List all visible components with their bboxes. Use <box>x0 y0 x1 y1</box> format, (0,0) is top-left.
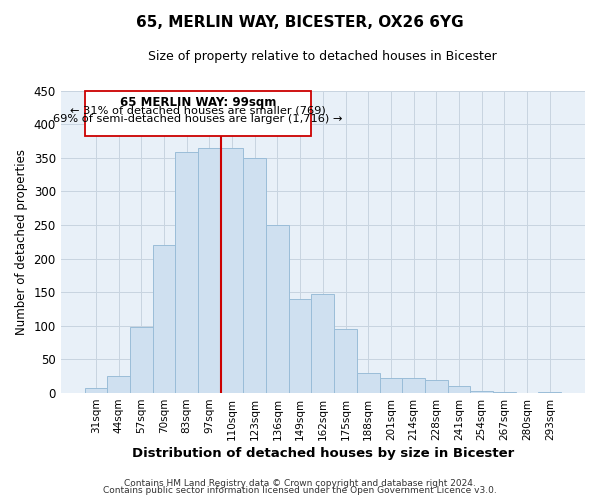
Text: Contains public sector information licensed under the Open Government Licence v3: Contains public sector information licen… <box>103 486 497 495</box>
Text: 69% of semi-detached houses are larger (1,716) →: 69% of semi-detached houses are larger (… <box>53 114 343 124</box>
Bar <box>289 299 311 393</box>
Text: ← 31% of detached houses are smaller (769): ← 31% of detached houses are smaller (76… <box>70 106 326 116</box>
Title: Size of property relative to detached houses in Bicester: Size of property relative to detached ho… <box>148 50 497 63</box>
Bar <box>538 392 561 393</box>
Bar <box>221 148 244 393</box>
Bar <box>425 380 448 393</box>
Bar <box>175 152 198 393</box>
Text: 65, MERLIN WAY, BICESTER, OX26 6YG: 65, MERLIN WAY, BICESTER, OX26 6YG <box>136 15 464 30</box>
Bar <box>244 158 266 393</box>
Bar <box>85 388 107 393</box>
Bar <box>334 328 357 393</box>
Bar <box>152 245 175 393</box>
Bar <box>311 294 334 393</box>
Text: 65 MERLIN WAY: 99sqm: 65 MERLIN WAY: 99sqm <box>120 96 276 109</box>
Bar <box>470 391 493 393</box>
Y-axis label: Number of detached properties: Number of detached properties <box>15 149 28 335</box>
Bar <box>130 327 152 393</box>
FancyBboxPatch shape <box>85 90 311 136</box>
Text: Contains HM Land Registry data © Crown copyright and database right 2024.: Contains HM Land Registry data © Crown c… <box>124 478 476 488</box>
Bar <box>380 378 402 393</box>
Bar <box>402 378 425 393</box>
Bar <box>266 225 289 393</box>
Bar <box>198 148 221 393</box>
Bar <box>357 373 380 393</box>
X-axis label: Distribution of detached houses by size in Bicester: Distribution of detached houses by size … <box>132 447 514 460</box>
Bar <box>448 386 470 393</box>
Bar <box>493 392 516 393</box>
Bar <box>107 376 130 393</box>
